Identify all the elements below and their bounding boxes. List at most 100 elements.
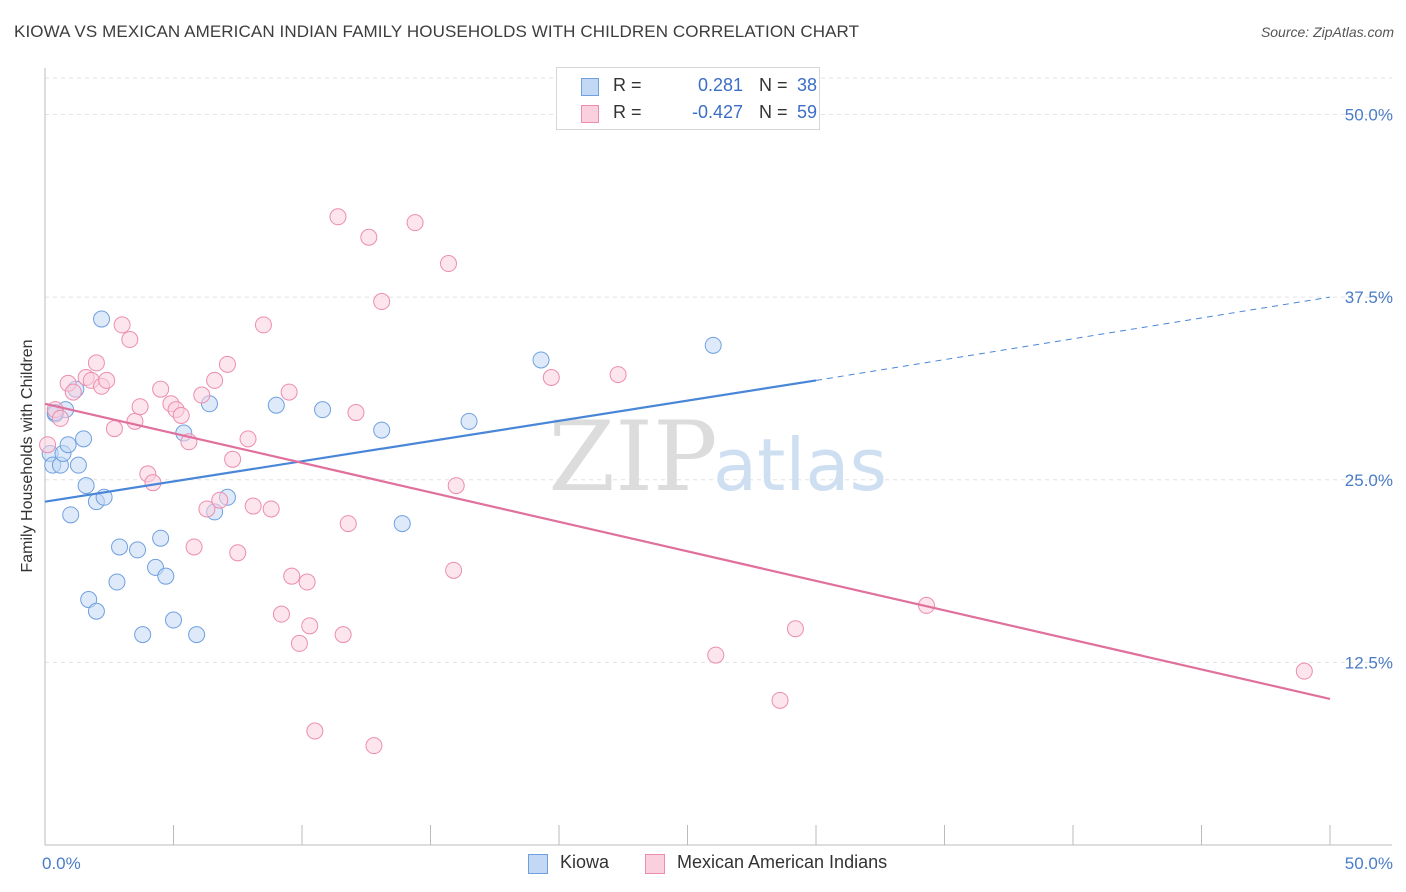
kiowa-point: [77, 477, 95, 495]
trend-lines: [44, 296, 1331, 700]
mexican-american-indians-point: [185, 538, 203, 556]
mexican-american-indians-point: [218, 355, 236, 373]
kiowa-point: [129, 541, 147, 559]
kiowa-point: [111, 538, 129, 556]
watermark: ZIP atlas: [548, 401, 887, 513]
mexican-american-indians-point: [126, 412, 144, 430]
mexican-american-indians-point: [262, 500, 280, 518]
n-value: 38: [797, 75, 818, 95]
mexican-american-indians-point: [360, 228, 378, 246]
legend-swatch-mexican-american-indians: [645, 854, 665, 874]
mexican-american-indians-point: [172, 406, 190, 424]
mexican-american-indians-point: [298, 573, 316, 591]
kiowa-point: [108, 573, 126, 591]
kiowa-point: [157, 567, 175, 585]
mexican-american-indians-point: [239, 430, 257, 448]
kiowa-trend-line: [44, 379, 817, 503]
r-label: R =: [613, 75, 642, 95]
legend-label: Mexican American Indians: [677, 852, 888, 872]
mexican-american-indians-point: [198, 500, 216, 518]
mexican-american-indians-point: [609, 366, 627, 384]
kiowa-point: [69, 456, 87, 474]
x-tick-label: 50.0%: [1345, 854, 1393, 873]
n-label: N =: [759, 75, 788, 95]
watermark-zip: ZIP: [548, 401, 717, 513]
kiowa-point: [165, 611, 182, 629]
kiowa-point: [93, 310, 111, 328]
mexican-american-indians-point: [51, 409, 69, 427]
kiowa-point: [314, 401, 332, 419]
kiowa-point: [80, 591, 98, 609]
kiowa-point: [267, 396, 285, 414]
legend-swatch-kiowa: [528, 854, 548, 874]
mexican-american-indians-point: [280, 383, 298, 401]
kiowa-point: [532, 351, 550, 369]
y-tick-label: 25.0%: [1345, 471, 1393, 490]
kiowa-point: [393, 515, 411, 533]
mexican-american-indians-trend-line: [44, 402, 1331, 700]
kiowa-point: [75, 430, 93, 448]
y-tick-label: 12.5%: [1345, 653, 1393, 672]
grid-lines: [45, 77, 1392, 663]
legend-label: Kiowa: [560, 852, 610, 872]
mexican-american-indians-point: [131, 398, 149, 416]
mexican-american-indians-point: [301, 617, 319, 635]
mexican-american-indians-swatch: [581, 105, 599, 123]
mexican-american-indians-point: [771, 691, 789, 709]
kiowa-trend-extension: [815, 296, 1331, 381]
n-value: 59: [797, 102, 818, 122]
y-tick-label: 37.5%: [1345, 288, 1393, 307]
x-tick-label: 0.0%: [42, 854, 81, 873]
mexican-american-indians-point: [224, 450, 242, 468]
mexican-american-indians-point: [439, 255, 457, 273]
kiowa-point: [62, 506, 80, 524]
r-value: 0.281: [697, 75, 743, 95]
mexican-american-indians-point: [113, 316, 131, 334]
kiowa-point: [134, 626, 152, 644]
mexican-american-indians-point: [272, 605, 290, 623]
kiowa-swatch: [581, 78, 599, 96]
kiowa-point: [188, 626, 206, 644]
mexican-american-indians-point: [329, 208, 347, 226]
mexican-american-indians-point: [244, 497, 262, 515]
kiowa-point: [87, 602, 105, 620]
mexican-american-indians-point: [542, 368, 560, 386]
mexican-american-indians-point: [786, 620, 804, 638]
kiowa-point: [373, 421, 391, 439]
mexican-american-indians-point: [365, 737, 383, 755]
mexican-american-indians-point: [206, 371, 224, 389]
mexican-american-indians-point: [105, 420, 123, 438]
kiowa-point: [460, 412, 478, 430]
chart-title: KIOWA VS MEXICAN AMERICAN INDIAN FAMILY …: [14, 22, 860, 41]
source-note: Source: ZipAtlas.com: [1260, 24, 1394, 40]
stats-box: R = 0.281 N = 38 R = -0.427 N = 59: [556, 67, 820, 130]
mexican-american-indians-point: [373, 293, 391, 311]
mexican-american-indians-point: [98, 371, 116, 389]
r-value: -0.427: [691, 102, 743, 122]
n-label: N =: [759, 102, 788, 122]
mexican-american-indians-point: [87, 354, 105, 372]
mexican-american-indians-point: [445, 561, 463, 579]
y-tick-label: 50.0%: [1345, 106, 1393, 125]
data-points: [39, 208, 1313, 755]
mexican-american-indians-point: [121, 331, 139, 349]
kiowa-point: [704, 336, 722, 354]
mexican-american-indians-point: [283, 567, 301, 585]
mexican-american-indians-point: [707, 646, 725, 664]
mexican-american-indians-point: [347, 404, 365, 422]
mexican-american-indians-point: [254, 316, 272, 334]
mexican-american-indians-point: [39, 436, 57, 454]
r-label: R =: [613, 102, 642, 122]
mexican-american-indians-point: [152, 380, 170, 398]
mexican-american-indians-point: [1295, 662, 1313, 680]
mexican-american-indians-point: [229, 544, 247, 562]
mexican-american-indians-point: [447, 477, 465, 495]
mexican-american-indians-point: [64, 383, 82, 401]
mexican-american-indians-point: [306, 722, 324, 740]
kiowa-point: [59, 436, 77, 454]
mexican-american-indians-point: [290, 634, 308, 652]
kiowa-point: [152, 529, 170, 547]
tick-labels: 12.5% 25.0% 37.5% 50.0% 0.0% 50.0%: [42, 106, 1393, 873]
mexican-american-indians-point: [193, 386, 211, 404]
